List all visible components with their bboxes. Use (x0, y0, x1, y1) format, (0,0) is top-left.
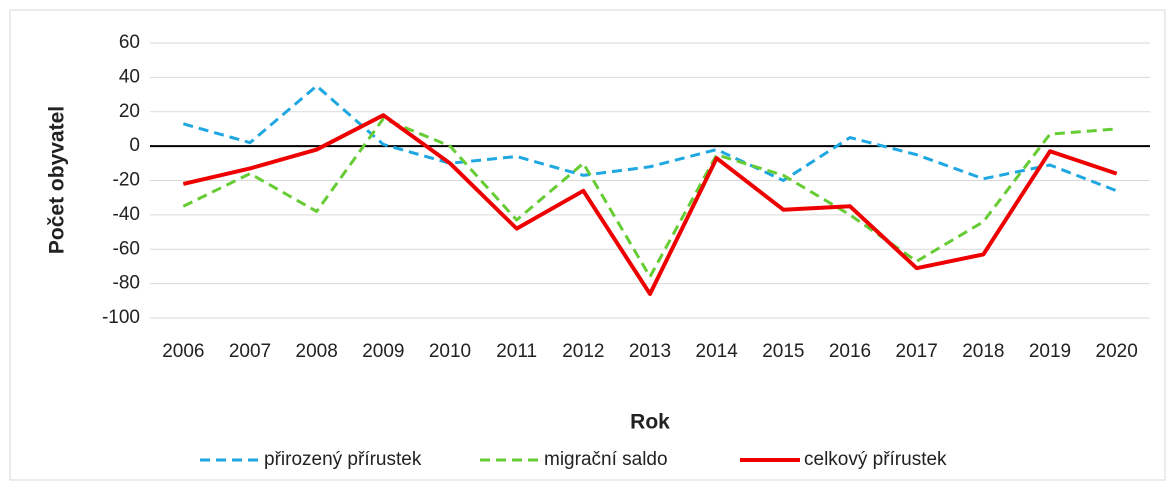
y-tick-label: -40 (113, 204, 140, 225)
series-line (182, 84, 1118, 193)
y-tick-label: -80 (113, 273, 140, 294)
x-tick-label: 2009 (362, 341, 404, 362)
y-tick-label: 0 (129, 135, 140, 156)
x-tick-label: 2011 (496, 341, 537, 362)
x-tick-label: 2018 (962, 341, 1004, 362)
legend-label: migrační saldo (544, 449, 668, 470)
x-tick-label: 2012 (562, 341, 604, 362)
legend-label: celkový přírustek (804, 449, 947, 470)
series-line (182, 117, 1117, 279)
chart-frame (9, 9, 1166, 481)
y-tick-label: -20 (113, 170, 140, 191)
y-tick-label: 20 (119, 101, 140, 122)
y-tick-label: 40 (119, 66, 140, 87)
x-tick-label: 2007 (229, 341, 271, 362)
y-axis-label: Počet obyvatel (46, 106, 69, 254)
y-tick-label: 60 (119, 32, 140, 53)
x-tick-label: 2015 (762, 341, 804, 362)
x-tick-label: 2020 (1096, 341, 1138, 362)
y-tick-label: -60 (113, 238, 140, 259)
x-tick-label: 2016 (829, 341, 871, 362)
x-tick-label: 2010 (429, 341, 471, 362)
series-line (182, 113, 1118, 296)
x-tick-label: 2013 (629, 341, 671, 362)
legend-label: přirozený přírustek (264, 449, 422, 470)
x-tick-label: 2008 (296, 341, 338, 362)
y-tick-label: -100 (102, 307, 140, 328)
x-tick-label: 2019 (1029, 341, 1071, 362)
x-tick-label: 2014 (696, 341, 739, 362)
x-tick-label: 2006 (162, 341, 204, 362)
x-tick-label: 2017 (896, 341, 938, 362)
x-axis-label: Rok (630, 411, 670, 434)
